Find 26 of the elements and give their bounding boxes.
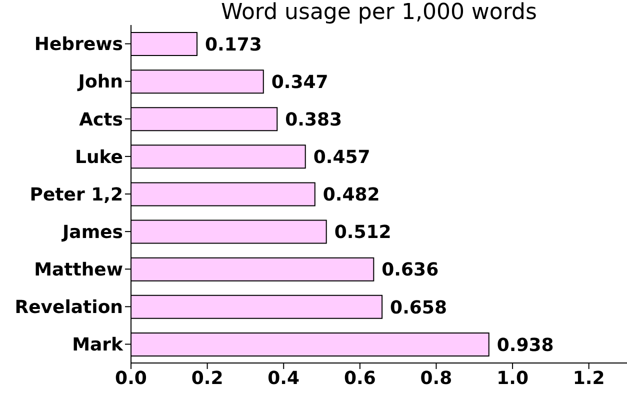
data-label: 0.636: [382, 260, 439, 281]
x-tick-label: 1.2: [572, 368, 605, 389]
data-label: 0.512: [334, 222, 392, 244]
y-tick-label: Mark: [72, 334, 124, 356]
text: 0.0: [115, 368, 147, 389]
data-label: 0.383: [285, 110, 342, 131]
x-tick-label: 0.2: [191, 368, 224, 389]
x-tick-label: 0.8: [420, 368, 452, 389]
y-tick-label: Hebrews: [34, 34, 123, 56]
data-label: 0.658: [390, 297, 447, 318]
data-label: 0.173: [205, 34, 262, 56]
y-tick-label: Peter 1,2: [30, 184, 123, 206]
data-label: 0.457: [313, 147, 370, 168]
x-tick-label: 0.6: [344, 368, 376, 389]
chart-title: Word usage per 1,000 words: [220, 0, 538, 25]
y-tick-label: Revelation: [14, 297, 123, 318]
data-label: 0.347: [271, 72, 328, 93]
y-tick-label: Matthew: [34, 260, 123, 280]
data-label: 0.482: [322, 184, 380, 206]
y-tick-label: Luke: [75, 146, 123, 168]
y-tick-label: John: [76, 72, 123, 93]
x-tick-label: 1.0: [496, 368, 528, 389]
data-label: 0.938: [496, 334, 554, 356]
x-tick-label: 0.4: [268, 368, 300, 389]
y-tick-label: Acts: [79, 109, 123, 130]
y-tick-label: James: [60, 222, 123, 243]
